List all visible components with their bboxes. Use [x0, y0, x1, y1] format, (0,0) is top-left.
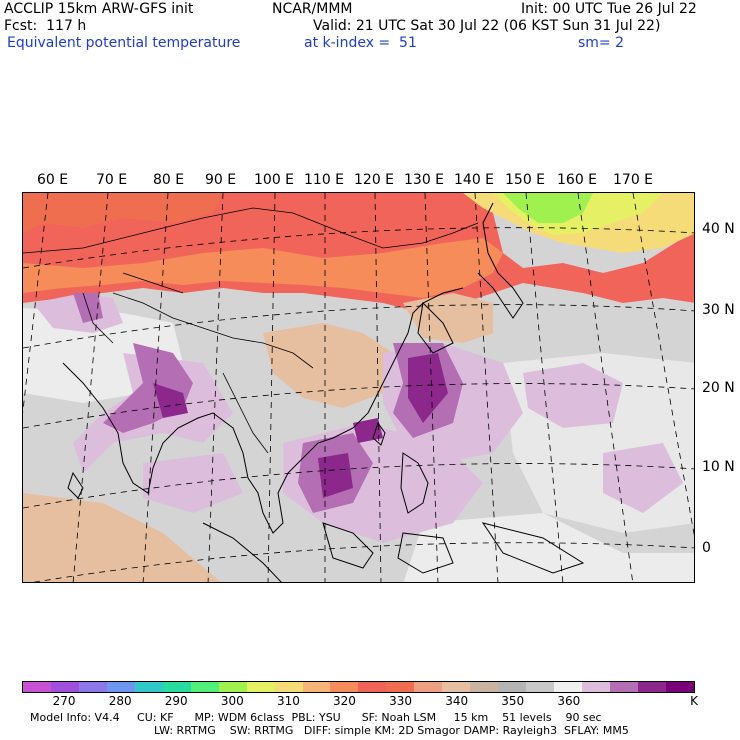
- smoothing-label: sm= 2: [578, 35, 625, 51]
- lon-label-150e: 150 E: [505, 172, 546, 188]
- colorbar-swatch: [162, 682, 191, 692]
- lat-label-30n: 30 N: [702, 302, 735, 318]
- colorbar-swatch: [274, 682, 303, 692]
- lon-label-90e: 90 E: [205, 172, 237, 188]
- lon-label-140e: 140 E: [454, 172, 495, 188]
- colorbar-swatch: [50, 682, 79, 692]
- colorbar-swatch: [637, 682, 666, 692]
- colorbar-swatch: [23, 682, 51, 692]
- colorbar-swatch: [106, 682, 135, 692]
- lat-label-20n: 20 N: [702, 380, 735, 396]
- country-borders: [23, 207, 479, 454]
- lat-label-10n: 10 N: [702, 459, 735, 475]
- colorbar-unit: K: [690, 694, 698, 708]
- lon-label-80e: 80 E: [153, 172, 185, 188]
- moist-area-pacific-1: [523, 363, 623, 428]
- init-time: Init: 00 UTC Tue 26 Jul 22: [521, 1, 697, 17]
- colorbar-swatch: [414, 682, 443, 692]
- colorbar-swatch: [134, 682, 163, 692]
- moist-area-northwest: [33, 293, 123, 333]
- core-philippine-deep: [408, 353, 448, 423]
- colorbar-swatch: [582, 682, 611, 692]
- southern-light-area: [403, 513, 694, 582]
- colorbar: [22, 681, 695, 693]
- core-south-china-sea-deep: [318, 453, 353, 498]
- field-name: Equivalent potential temperature: [7, 35, 241, 51]
- theta-e-field: [23, 193, 694, 582]
- colorbar-swatch: [470, 682, 499, 692]
- colorbar-swatch: [442, 682, 471, 692]
- moist-area-pacific-2: [603, 443, 683, 513]
- lon-label-70e: 70 E: [96, 172, 128, 188]
- colorbar-tick-label: 340: [445, 694, 469, 708]
- cool-air-green: [503, 193, 593, 223]
- center-label: NCAR/MMM: [272, 1, 353, 17]
- forecast-hour: Fcst: 117 h: [4, 18, 87, 34]
- lat-label-0: 0: [702, 540, 711, 556]
- colorbar-swatch: [190, 682, 219, 692]
- colorbar-swatch: [218, 682, 247, 692]
- moist-area-south: [143, 453, 243, 513]
- colorbar-swatch: [665, 682, 694, 692]
- lon-label-170e: 170 E: [613, 172, 654, 188]
- lon-label-130e: 130 E: [404, 172, 445, 188]
- graticule: [23, 193, 694, 582]
- valid-time: Valid: 21 UTC Sat 30 Jul 22 (06 KST Sun …: [313, 18, 661, 34]
- colorbar-swatch: [246, 682, 275, 692]
- level-label: at k-index = 51: [304, 35, 417, 51]
- core-bengal-deep: [153, 383, 188, 418]
- lon-label-60e: 60 E: [37, 172, 69, 188]
- warm-band-northwest: [23, 193, 223, 233]
- colorbar-swatch: [498, 682, 527, 692]
- model-info-line2: LW: RRTMG SW: RRTMG DIFF: simple KM: 2D …: [154, 724, 629, 737]
- colorbar-swatch: [78, 682, 107, 692]
- core-taiwan-deep: [353, 418, 383, 443]
- lat-label-40n: 40 N: [702, 221, 735, 237]
- model-title: ACCLIP 15km ARW-GFS init: [4, 1, 194, 17]
- indian-ocean-warm-patch: [23, 493, 221, 582]
- warm-band-inner: [23, 238, 503, 298]
- colorbar-tick-label: 360: [557, 694, 581, 708]
- lon-label-160e: 160 E: [557, 172, 598, 188]
- model-info-line1: Model Info: V4.4 CU: KF MP: WDM 6class P…: [30, 711, 602, 724]
- colorbar-tick-label: 270: [52, 694, 76, 708]
- lon-label-120e: 120 E: [354, 172, 395, 188]
- colorbar-tick-label: 350: [501, 694, 525, 708]
- colorbar-swatch: [386, 682, 415, 692]
- colorbar-tick-label: 280: [108, 694, 132, 708]
- colorbar-swatch: [554, 682, 583, 692]
- lon-label-110e: 110 E: [304, 172, 345, 188]
- colorbar-swatch: [302, 682, 331, 692]
- map-panel: [22, 192, 695, 583]
- colorbar-swatch: [526, 682, 555, 692]
- colorbar-tick-label: 300: [220, 694, 244, 708]
- colorbar-tick-label: 290: [164, 694, 188, 708]
- plateau-warm-patch: [263, 323, 393, 408]
- lon-label-100e: 100 E: [254, 172, 295, 188]
- colorbar-tick-label: 310: [276, 694, 300, 708]
- colorbar-tick-label: 320: [333, 694, 356, 708]
- colorbar-swatch: [330, 682, 359, 692]
- colorbar-tick-label: 330: [389, 694, 413, 708]
- colorbar-swatch: [358, 682, 387, 692]
- coastlines: [62, 202, 585, 582]
- colorbar-swatch: [610, 682, 638, 692]
